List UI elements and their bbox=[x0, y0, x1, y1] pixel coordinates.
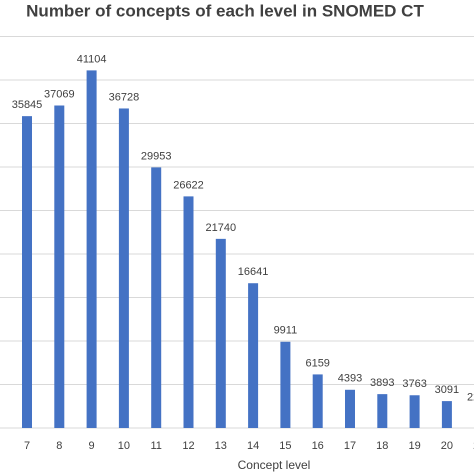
bar bbox=[248, 283, 259, 428]
x-tick-label: 13 bbox=[215, 440, 227, 452]
x-tick-label: 17 bbox=[344, 440, 356, 452]
bar bbox=[280, 341, 291, 428]
x-tick-label: 20 bbox=[441, 440, 453, 452]
bar bbox=[312, 374, 323, 428]
data-label: 26622 bbox=[173, 179, 204, 191]
chart-title: Number of concepts of each level in SNOM… bbox=[26, 1, 424, 20]
data-label: 9911 bbox=[274, 325, 298, 337]
data-label: 21740 bbox=[206, 222, 237, 234]
data-label: 35845 bbox=[12, 99, 43, 111]
bar bbox=[215, 238, 226, 428]
x-tick-label: 15 bbox=[279, 440, 291, 452]
bar bbox=[118, 108, 129, 428]
x-tick-label: 16 bbox=[312, 440, 324, 452]
data-label: 6159 bbox=[305, 357, 329, 369]
bar bbox=[345, 389, 355, 428]
bar bbox=[441, 401, 452, 428]
bar bbox=[22, 116, 32, 428]
bar bbox=[151, 167, 162, 428]
data-label: 16641 bbox=[238, 266, 269, 278]
bar bbox=[377, 394, 388, 428]
x-axis-label: Concept level bbox=[238, 458, 311, 472]
data-label: 3763 bbox=[402, 378, 426, 390]
x-tick-label: 8 bbox=[56, 440, 62, 452]
data-label: 41104 bbox=[77, 53, 107, 65]
data-label: 29953 bbox=[141, 150, 172, 162]
bar bbox=[86, 70, 97, 428]
x-tick-label: 12 bbox=[182, 440, 194, 452]
data-label: 3893 bbox=[370, 377, 394, 389]
x-tick-label: 14 bbox=[247, 440, 259, 452]
x-tick-label: 18 bbox=[376, 440, 388, 452]
data-label: 3091 bbox=[435, 384, 459, 396]
x-tick-label: 9 bbox=[89, 440, 95, 452]
bar bbox=[183, 196, 194, 428]
x-tick-label: 10 bbox=[118, 440, 130, 452]
x-tick-label: 7 bbox=[24, 440, 30, 452]
bar bbox=[54, 105, 65, 429]
data-label: 4393 bbox=[338, 373, 362, 385]
data-label: 36728 bbox=[109, 91, 140, 103]
x-tick-label: 11 bbox=[150, 440, 161, 452]
bar bbox=[409, 395, 420, 428]
data-label: 37069 bbox=[44, 88, 75, 100]
x-tick-label: 19 bbox=[408, 440, 420, 452]
data-label: 2250 bbox=[467, 391, 474, 403]
